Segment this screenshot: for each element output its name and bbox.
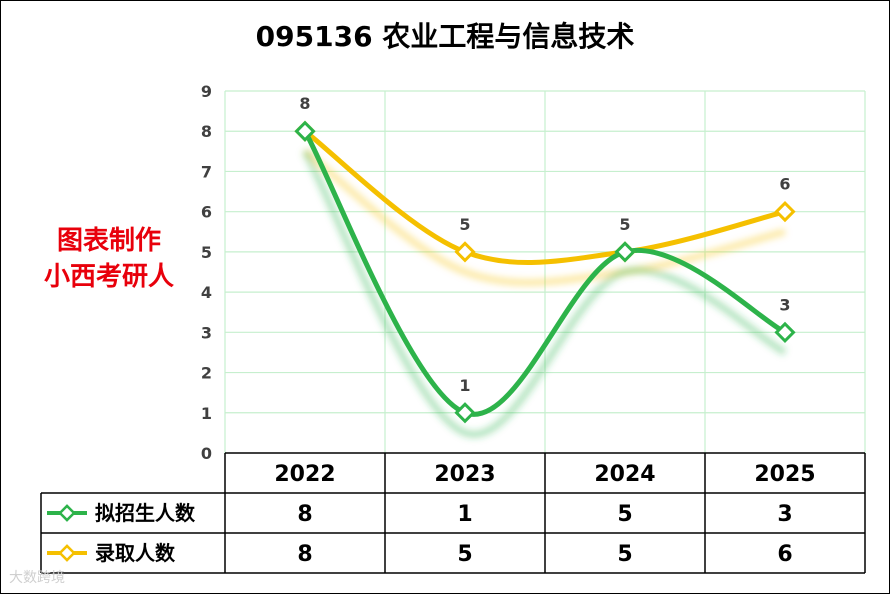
y-tick-label: 4 [201,283,212,302]
y-tick-label: 1 [201,404,212,423]
annotation-line-1: 图表制作 [56,226,161,256]
data-label: 8 [299,94,310,113]
x-category-label: 2023 [434,462,495,487]
data-label: 6 [779,175,790,194]
table-cell-value: 1 [457,502,472,527]
data-point-marker [454,402,476,424]
data-label: 1 [459,376,470,395]
legend-marker [58,544,76,562]
legend-marker [58,504,76,522]
x-category-label: 2025 [754,462,815,487]
data-point-marker [294,120,316,142]
series-shadow [301,149,787,438]
y-tick-label: 5 [201,243,212,262]
data-point-marker [614,241,636,263]
series-shadow [302,148,786,287]
y-tick-label: 7 [201,162,212,181]
y-tick-label: 3 [201,323,212,342]
table-cell-value: 5 [457,542,472,567]
data-label: 5 [459,215,470,234]
chart-title: 095136 农业工程与信息技术 [255,20,635,53]
data-point-marker [774,201,796,223]
table-cell-value: 5 [617,542,632,567]
data-label: 5 [619,215,630,234]
x-category-label: 2022 [274,462,335,487]
x-category-label: 2024 [594,462,655,487]
series-name: 录取人数 [95,541,176,565]
table-cell-value: 3 [777,502,792,527]
annotation-line-2: 小西考研人 [43,262,174,292]
y-tick-label: 8 [201,122,212,141]
series-name: 拟招生人数 [95,501,196,525]
data-point-marker [774,321,796,343]
y-tick-label: 9 [201,82,212,101]
watermark: 大数跨境 [9,570,65,586]
table-cell-value: 5 [617,502,632,527]
table-cell-value: 8 [297,502,312,527]
y-tick-label: 6 [201,203,212,222]
data-label: 3 [779,295,790,314]
series-line [302,128,788,266]
table-cell-value: 6 [777,542,792,567]
annotation-text: 图表制作 小西考研人 [19,223,199,295]
table-cell-value: 8 [297,542,312,567]
data-point-marker [454,241,476,263]
series-line [302,128,788,417]
y-tick-label: 0 [201,444,212,463]
y-tick-label: 2 [201,364,212,383]
